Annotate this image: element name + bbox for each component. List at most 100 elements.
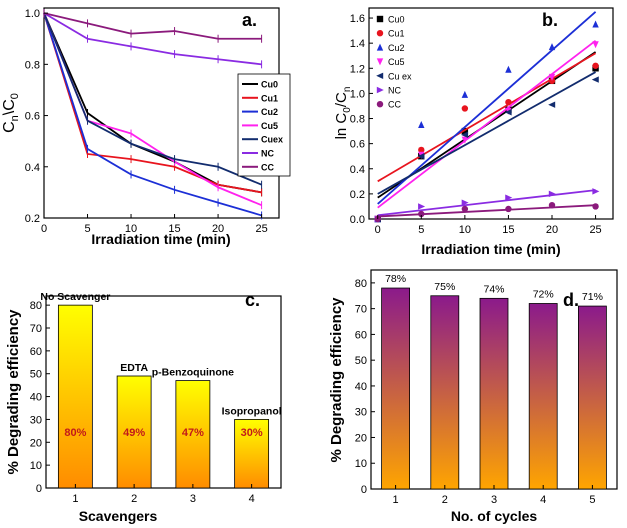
panel-a-y-label-c: C	[1, 121, 18, 133]
panel-d-x-tick-label: 4	[540, 494, 546, 506]
panel-c-bar	[116, 375, 152, 489]
panel-c-bar-name: No Scavenger	[40, 291, 110, 303]
panel-a-legend-label: CC	[261, 162, 274, 172]
panel-a-series-line-cc	[43, 12, 262, 40]
panel-b-data-point	[592, 188, 600, 195]
panel-c-value-label: 30%	[241, 427, 263, 439]
panel-d-value-label: 78%	[385, 273, 406, 285]
panel-a-legend-label: Cu5	[261, 121, 278, 131]
panel-a-label: a.	[242, 10, 257, 30]
panel-b-y-tick-label: 1.4	[350, 38, 365, 50]
panel-d-y-tick-label: 20	[355, 432, 367, 444]
panel-c-x-axis-label: Scavengers	[79, 508, 158, 524]
panel-b-y-tick-label: 0.0	[350, 214, 365, 226]
panel-b-scatter-chart: 0 5 10 15 20 25 0.0 0.2 0.4 0.6 0.8 1.0 1.2 1.4 1.6 Cu…	[333, 7, 614, 257]
panel-b-data-point	[505, 205, 512, 213]
panel-c-x-tick-label: 4	[249, 493, 255, 505]
panel-d-y-tick-label: 80	[355, 278, 367, 290]
panel-b-data-point	[461, 205, 469, 213]
panel-d-value-label: 75%	[434, 281, 455, 293]
panel-b-data-point	[461, 136, 469, 144]
panel-d-x-tick-label: 5	[589, 494, 595, 506]
panel-d-label: d.	[563, 290, 579, 310]
panel-b-data-point	[418, 203, 426, 210]
panel-a-legend-label: Cu2	[261, 107, 278, 117]
panel-b-y-tick-label: 1.2	[350, 63, 365, 75]
panel-a-y-axis-label: Cn\C0	[1, 93, 21, 133]
panel-a-legend: Cu0 Cu1 Cu2 Cu5 Cuex NC CC	[237, 73, 291, 177]
panel-b-data-point	[592, 62, 599, 69]
panel-b-data-point	[418, 210, 425, 218]
panel-b-legend-label: Cu ex	[388, 71, 412, 81]
panel-b-legend-label: Cu2	[388, 43, 405, 53]
panel-a-legend-label: Cu0	[261, 80, 278, 90]
panel-b-fit-line	[377, 71, 597, 195]
panel-a-x-tick-label: 15	[168, 223, 180, 235]
panel-b-data-point	[592, 203, 599, 210]
panel-b-x-tick-label: 25	[589, 224, 601, 236]
panel-d-value-label: 74%	[483, 283, 504, 295]
panel-c-value-label: 49%	[123, 427, 145, 439]
panel-d-value-label: 71%	[582, 291, 603, 303]
panel-c-x-tick-label: 3	[190, 493, 196, 505]
panel-b-legend-marker	[376, 15, 384, 23]
panel-a-y-label-sub1: n	[9, 115, 21, 121]
panel-c-y-tick-label: 20	[30, 437, 42, 449]
panel-b-legend-marker	[376, 72, 384, 79]
panel-a-y-tick-label: 0.6	[25, 111, 40, 123]
panel-b-x-tick-label: 0	[375, 224, 381, 236]
panel-b-data-point	[461, 105, 469, 112]
panel-d-value-label: 72%	[533, 288, 554, 300]
panel-a-line-chart: 0 5 10 15 20 250.20.40.60.81.0 Cu0Cu1Cu2Cu5Cu…	[1, 7, 291, 247]
panel-b-fit-line	[377, 52, 597, 183]
panel-a-legend-label: Cuex	[261, 135, 283, 145]
panel-b-label: b.	[542, 10, 558, 30]
panel-b-y-label-mid: /C	[333, 92, 350, 107]
panel-b-legend-label: CC	[388, 100, 401, 110]
panel-d-y-tick-label: 70	[355, 304, 367, 316]
panel-b-y-tick-label: 0.4	[350, 164, 365, 176]
panel-c-bar	[175, 380, 211, 489]
panel-b-data-point	[461, 90, 469, 98]
panel-c-y-tick-label: 70	[30, 323, 42, 335]
panel-b-data-point	[461, 131, 469, 139]
panel-d-y-tick-label: 60	[355, 329, 367, 341]
panel-b-y-tick-label: 1.6	[350, 13, 365, 25]
panel-b-y-tick-label: 0.6	[350, 139, 365, 151]
panel-c-y-tick-label: 60	[30, 346, 42, 358]
panel-b-data-point	[505, 98, 512, 106]
panel-a-y-tick-label: 0.2	[25, 213, 40, 225]
panel-d-y-axis-label: % Degrading efficiency	[328, 297, 345, 463]
panel-b-fit-line	[377, 204, 596, 218]
panel-a-y-tick-label: 1.0	[25, 8, 40, 20]
panel-c-y-tick-label: 40	[30, 392, 42, 404]
panel-d-y-tick-label: 40	[355, 381, 367, 393]
panel-b-y-label-sub2: n	[342, 87, 353, 93]
panel-b-fit-line	[377, 189, 596, 217]
panel-b-data-point	[548, 201, 556, 209]
panel-b-legend-label: Cu5	[388, 57, 405, 67]
panel-a-y-label-mid: \C	[1, 99, 18, 115]
panel-b-y-tick-label: 0.2	[350, 189, 365, 201]
panel-d-y-tick-label: 30	[355, 407, 367, 419]
panel-a-x-tick-label: 0	[41, 223, 47, 235]
panel-b-data-point	[418, 121, 425, 129]
panel-b-data-point	[504, 109, 512, 116]
panel-b-data-point	[505, 194, 513, 201]
panel-c-y-tick-label: 0	[36, 483, 42, 495]
panel-b-data-point	[592, 20, 599, 28]
panel-c-x-tick-label: 2	[131, 493, 137, 505]
panel-b-legend-marker	[376, 30, 384, 37]
panel-c-bar	[234, 419, 270, 489]
panel-d-bar	[430, 295, 460, 490]
panel-b-x-tick-label: 5	[418, 224, 424, 236]
panel-d-bar	[479, 297, 509, 490]
panel-c-y-tick-label: 80	[30, 300, 42, 312]
panel-a-x-tick-label: 25	[255, 223, 267, 235]
panel-d-x-axis-label: No. of cycles	[451, 508, 538, 524]
panel-a-legend-label: NC	[261, 149, 274, 159]
panel-c-y-tick-label: 10	[30, 460, 42, 472]
panel-a-series-line-cu2	[43, 12, 262, 217]
panel-b-y-label-c: ln C	[333, 113, 350, 140]
